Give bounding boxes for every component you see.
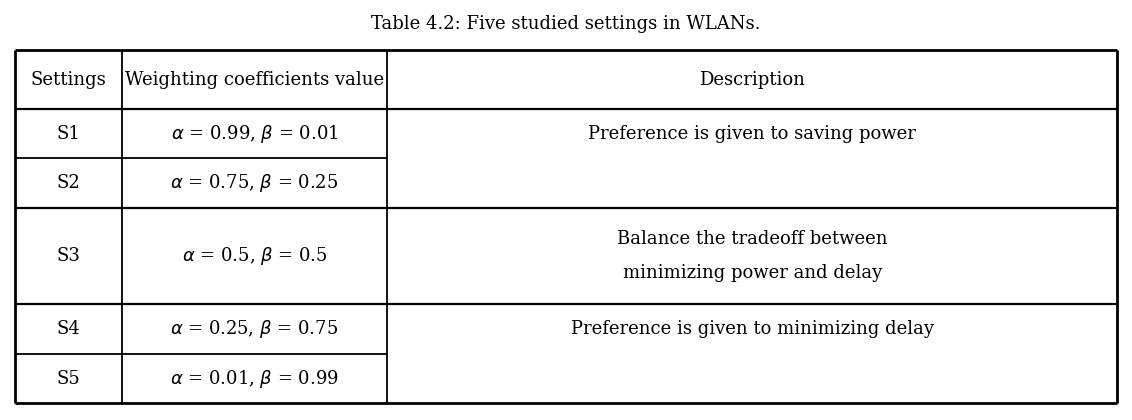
Text: Settings: Settings xyxy=(31,71,106,89)
Text: S2: S2 xyxy=(57,174,80,192)
Text: S5: S5 xyxy=(57,370,80,388)
Text: $\alpha$ = 0.5, $\beta$ = 0.5: $\alpha$ = 0.5, $\beta$ = 0.5 xyxy=(182,245,327,267)
Text: Balance the tradeoff between: Balance the tradeoff between xyxy=(617,230,887,248)
Text: S3: S3 xyxy=(57,247,80,265)
Text: $\alpha$ = 0.01, $\beta$ = 0.99: $\alpha$ = 0.01, $\beta$ = 0.99 xyxy=(170,368,338,389)
Text: Preference is given to saving power: Preference is given to saving power xyxy=(589,125,916,142)
Text: $\alpha$ = 0.99, $\beta$ = 0.01: $\alpha$ = 0.99, $\beta$ = 0.01 xyxy=(171,123,338,144)
Text: Description: Description xyxy=(700,71,805,89)
Text: minimizing power and delay: minimizing power and delay xyxy=(623,264,882,282)
Text: Preference is given to minimizing delay: Preference is given to minimizing delay xyxy=(571,320,934,338)
Text: S1: S1 xyxy=(57,125,80,142)
Text: Weighting coefficients value: Weighting coefficients value xyxy=(125,71,384,89)
Text: $\alpha$ = 0.75, $\beta$ = 0.25: $\alpha$ = 0.75, $\beta$ = 0.25 xyxy=(171,172,338,194)
Text: Table 4.2: Five studied settings in WLANs.: Table 4.2: Five studied settings in WLAN… xyxy=(371,15,761,33)
Text: S4: S4 xyxy=(57,320,80,338)
Text: $\alpha$ = 0.25, $\beta$ = 0.75: $\alpha$ = 0.25, $\beta$ = 0.75 xyxy=(171,318,338,340)
